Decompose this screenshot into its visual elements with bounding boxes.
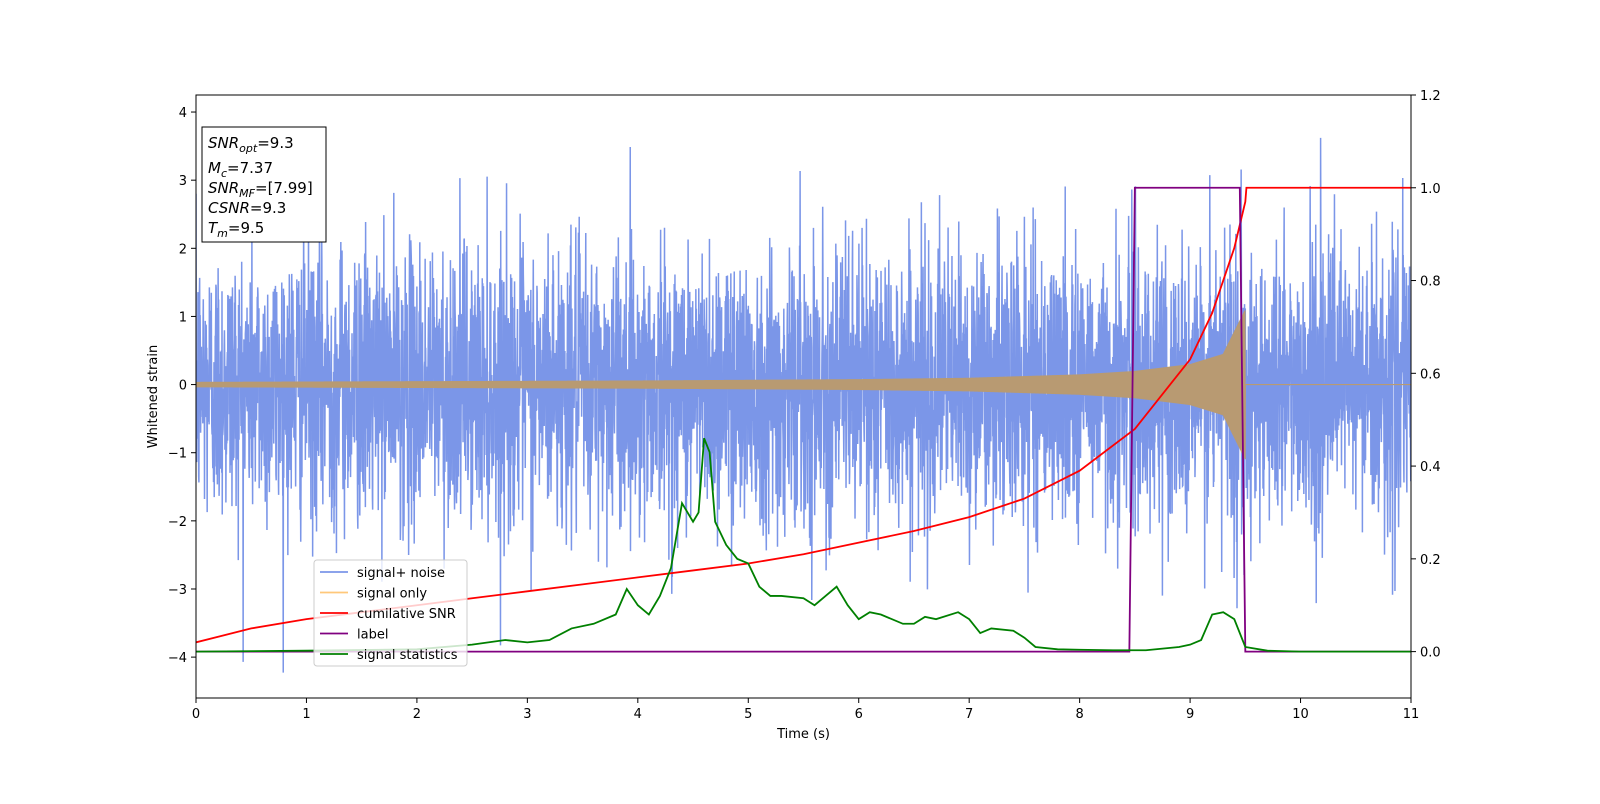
info-line: Mc=7.37 [208, 159, 273, 180]
x-tick-label: 5 [744, 707, 752, 722]
y-right-tick-label: 0.8 [1420, 275, 1441, 290]
legend-frame [313, 559, 468, 667]
plot-frame [195, 94, 1412, 699]
y-left-tick-label: 2 [179, 242, 187, 257]
y-right-tick-label: 0.0 [1420, 646, 1441, 661]
y-left-tick-label: 0 [179, 379, 187, 394]
y-left-tick-label: −1 [168, 447, 187, 462]
y-left-tick-label: 1 [179, 310, 187, 325]
y-left-tick-label: −4 [168, 651, 187, 666]
legend-label: label [357, 628, 388, 643]
x-tick-label: 9 [1186, 707, 1194, 722]
x-tick-label: 2 [413, 707, 421, 722]
x-tick-label: 3 [523, 707, 531, 722]
y-right-tick-label: 0.2 [1420, 553, 1441, 568]
info-line: Tm=9.5 [208, 219, 264, 240]
x-tick-label: 11 [1403, 707, 1420, 722]
x-tick-label: 8 [1075, 707, 1083, 722]
info-line: SNRopt=9.3 [208, 134, 294, 155]
legend-label: signal statistics [357, 648, 458, 663]
legend: signal+ noise signal only cumilative SNR la… [313, 559, 468, 667]
legend-label: cumilative SNR [357, 607, 456, 622]
legend-label: signal+ noise [357, 566, 445, 581]
info-line: CSNR=9.3 [208, 199, 286, 217]
y-left-tick-label: −2 [168, 515, 187, 530]
series-signal-statistics-line [196, 437, 1411, 653]
x-tick-label: 7 [965, 707, 973, 722]
x-tick-label: 4 [634, 707, 642, 722]
info-line: SNRMF=[7.99] [208, 179, 313, 200]
y-right-tick-label: 1.0 [1420, 182, 1441, 197]
x-tick-label: 0 [192, 707, 200, 722]
legend-label: signal only [357, 587, 427, 602]
y-right-tick-label: 1.2 [1420, 89, 1441, 104]
x-tick-label: 10 [1292, 707, 1309, 722]
x-axis-label: Time (s) [776, 727, 830, 742]
y-axis-label: Whitened strain [146, 345, 161, 448]
series-signal-noise-line [196, 137, 1411, 673]
y-left-tick-label: 4 [179, 106, 187, 121]
x-tick-label: 1 [302, 707, 310, 722]
axes: 0 1 2 3 4 5 6 7 8 9 10 11 −4 −3 −2 −1 0 1 2 3 4 0.0 0.2 0.4 0.6 0… [146, 89, 1441, 742]
y-left-tick-label: 3 [179, 174, 187, 189]
y-left-tick-label: −3 [168, 583, 187, 598]
series-signal-only-line [196, 310, 1411, 460]
y-right-tick-label: 0.4 [1420, 460, 1441, 475]
info-box-frame [201, 126, 327, 243]
y-right-tick-label: 0.6 [1420, 367, 1441, 382]
x-tick-label: 6 [855, 707, 863, 722]
